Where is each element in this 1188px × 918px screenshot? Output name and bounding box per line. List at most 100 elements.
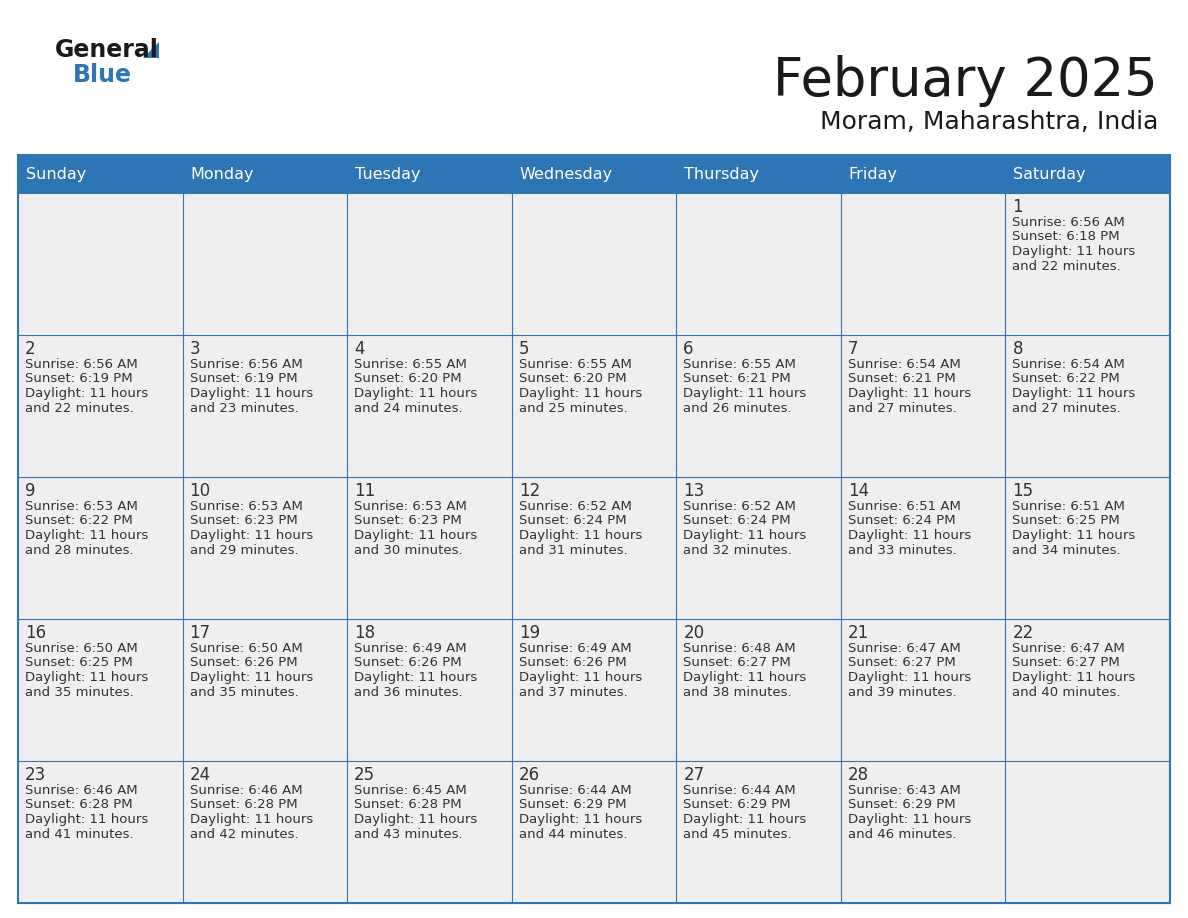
Bar — [1005, 761, 1170, 903]
Text: and 29 minutes.: and 29 minutes. — [190, 543, 298, 556]
Text: Sunset: 6:21 PM: Sunset: 6:21 PM — [848, 373, 955, 386]
Text: and 46 minutes.: and 46 minutes. — [848, 827, 956, 841]
Bar — [1005, 193, 1170, 335]
Text: and 28 minutes.: and 28 minutes. — [25, 543, 133, 556]
Text: Sunset: 6:29 PM: Sunset: 6:29 PM — [519, 799, 626, 812]
Text: Sunset: 6:24 PM: Sunset: 6:24 PM — [683, 514, 791, 528]
Text: Moram, Maharashtra, India: Moram, Maharashtra, India — [820, 110, 1158, 134]
Text: 7: 7 — [848, 340, 859, 358]
Text: Sunset: 6:20 PM: Sunset: 6:20 PM — [354, 373, 462, 386]
Text: Daylight: 11 hours: Daylight: 11 hours — [190, 813, 312, 826]
Bar — [18, 477, 183, 619]
Text: Daylight: 11 hours: Daylight: 11 hours — [354, 671, 478, 684]
Text: Daylight: 11 hours: Daylight: 11 hours — [519, 813, 642, 826]
Text: Daylight: 11 hours: Daylight: 11 hours — [1012, 387, 1136, 400]
Text: Sunrise: 6:43 AM: Sunrise: 6:43 AM — [848, 784, 961, 797]
Text: Daylight: 11 hours: Daylight: 11 hours — [25, 671, 148, 684]
Text: Daylight: 11 hours: Daylight: 11 hours — [25, 387, 148, 400]
Bar — [347, 335, 512, 477]
Text: 14: 14 — [848, 482, 868, 500]
Text: 25: 25 — [354, 766, 375, 784]
Text: Sunrise: 6:49 AM: Sunrise: 6:49 AM — [354, 642, 467, 655]
Text: Sunset: 6:29 PM: Sunset: 6:29 PM — [848, 799, 955, 812]
Text: 6: 6 — [683, 340, 694, 358]
Text: 24: 24 — [190, 766, 210, 784]
Bar — [841, 193, 1005, 335]
Text: Sunrise: 6:46 AM: Sunrise: 6:46 AM — [25, 784, 138, 797]
Text: Sunset: 6:20 PM: Sunset: 6:20 PM — [519, 373, 626, 386]
Text: Daylight: 11 hours: Daylight: 11 hours — [848, 671, 971, 684]
Text: and 33 minutes.: and 33 minutes. — [848, 543, 956, 556]
Text: Sunrise: 6:55 AM: Sunrise: 6:55 AM — [354, 358, 467, 371]
Text: 23: 23 — [25, 766, 46, 784]
Text: and 23 minutes.: and 23 minutes. — [190, 401, 298, 415]
Bar — [676, 761, 841, 903]
Bar — [183, 619, 347, 761]
Text: and 39 minutes.: and 39 minutes. — [848, 686, 956, 699]
Bar — [18, 335, 183, 477]
Text: Sunset: 6:27 PM: Sunset: 6:27 PM — [1012, 656, 1120, 669]
Text: 21: 21 — [848, 624, 870, 642]
Text: Sunrise: 6:47 AM: Sunrise: 6:47 AM — [848, 642, 961, 655]
Text: 20: 20 — [683, 624, 704, 642]
Text: Daylight: 11 hours: Daylight: 11 hours — [683, 813, 807, 826]
Bar — [183, 335, 347, 477]
Text: Sunrise: 6:53 AM: Sunrise: 6:53 AM — [25, 500, 138, 513]
Bar — [347, 761, 512, 903]
Text: Sunset: 6:25 PM: Sunset: 6:25 PM — [25, 656, 133, 669]
Text: 3: 3 — [190, 340, 201, 358]
Text: Sunset: 6:27 PM: Sunset: 6:27 PM — [848, 656, 955, 669]
Text: 5: 5 — [519, 340, 529, 358]
Bar — [18, 193, 183, 335]
Text: Sunset: 6:28 PM: Sunset: 6:28 PM — [354, 799, 462, 812]
Text: 28: 28 — [848, 766, 868, 784]
Bar — [1005, 619, 1170, 761]
Text: Saturday: Saturday — [1013, 166, 1086, 182]
Text: 10: 10 — [190, 482, 210, 500]
Text: Sunset: 6:28 PM: Sunset: 6:28 PM — [190, 799, 297, 812]
Text: 4: 4 — [354, 340, 365, 358]
Text: Sunrise: 6:44 AM: Sunrise: 6:44 AM — [519, 784, 631, 797]
Text: Daylight: 11 hours: Daylight: 11 hours — [519, 671, 642, 684]
Bar — [18, 761, 183, 903]
Text: 9: 9 — [25, 482, 36, 500]
Text: Sunrise: 6:56 AM: Sunrise: 6:56 AM — [190, 358, 302, 371]
Text: 15: 15 — [1012, 482, 1034, 500]
Text: Sunset: 6:19 PM: Sunset: 6:19 PM — [25, 373, 133, 386]
Text: Sunset: 6:19 PM: Sunset: 6:19 PM — [190, 373, 297, 386]
Text: Wednesday: Wednesday — [519, 166, 613, 182]
Text: Tuesday: Tuesday — [355, 166, 421, 182]
Text: 8: 8 — [1012, 340, 1023, 358]
Text: Daylight: 11 hours: Daylight: 11 hours — [683, 387, 807, 400]
Bar — [183, 193, 347, 335]
Text: Daylight: 11 hours: Daylight: 11 hours — [683, 529, 807, 542]
Text: Sunrise: 6:52 AM: Sunrise: 6:52 AM — [519, 500, 632, 513]
Text: Daylight: 11 hours: Daylight: 11 hours — [1012, 671, 1136, 684]
Text: and 24 minutes.: and 24 minutes. — [354, 401, 463, 415]
Text: and 27 minutes.: and 27 minutes. — [848, 401, 956, 415]
Text: 12: 12 — [519, 482, 541, 500]
Text: Daylight: 11 hours: Daylight: 11 hours — [1012, 245, 1136, 258]
Text: and 41 minutes.: and 41 minutes. — [25, 827, 133, 841]
Text: Daylight: 11 hours: Daylight: 11 hours — [190, 529, 312, 542]
Bar — [676, 619, 841, 761]
Text: 16: 16 — [25, 624, 46, 642]
Text: 22: 22 — [1012, 624, 1034, 642]
Text: Sunset: 6:22 PM: Sunset: 6:22 PM — [25, 514, 133, 528]
Bar — [512, 761, 676, 903]
Text: 11: 11 — [354, 482, 375, 500]
Text: Sunrise: 6:49 AM: Sunrise: 6:49 AM — [519, 642, 631, 655]
Text: Daylight: 11 hours: Daylight: 11 hours — [190, 671, 312, 684]
Bar — [347, 619, 512, 761]
Text: Daylight: 11 hours: Daylight: 11 hours — [354, 387, 478, 400]
Polygon shape — [143, 42, 159, 58]
Text: Daylight: 11 hours: Daylight: 11 hours — [848, 529, 971, 542]
Text: 19: 19 — [519, 624, 539, 642]
Text: Blue: Blue — [72, 63, 132, 87]
Bar — [841, 619, 1005, 761]
Text: Sunset: 6:24 PM: Sunset: 6:24 PM — [848, 514, 955, 528]
Text: Daylight: 11 hours: Daylight: 11 hours — [683, 671, 807, 684]
Text: and 42 minutes.: and 42 minutes. — [190, 827, 298, 841]
Text: Sunrise: 6:54 AM: Sunrise: 6:54 AM — [848, 358, 961, 371]
Text: and 27 minutes.: and 27 minutes. — [1012, 401, 1121, 415]
